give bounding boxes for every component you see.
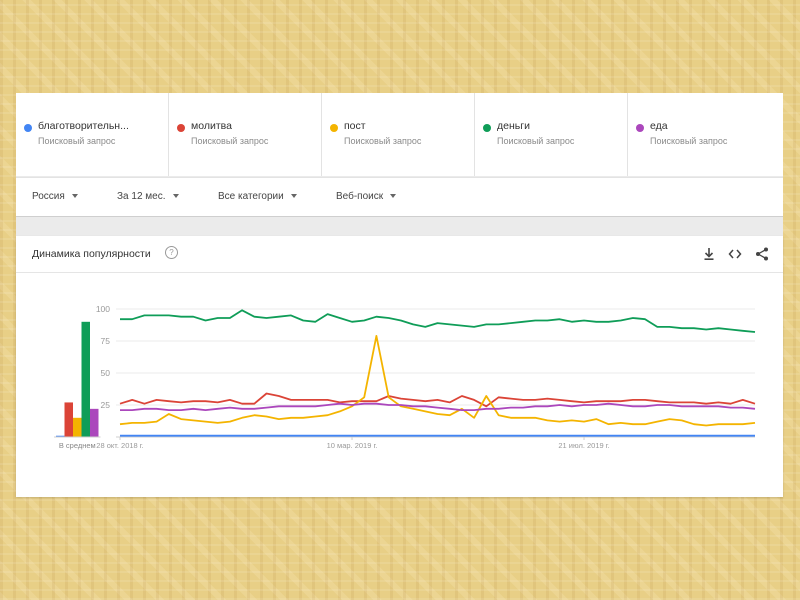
series-line[interactable] bbox=[120, 309, 756, 333]
term-chip-eda[interactable]: еда Поисковый запрос bbox=[628, 93, 781, 176]
chevron-down-icon bbox=[390, 194, 397, 199]
term-name: деньги bbox=[497, 120, 530, 132]
term-name: пост bbox=[344, 120, 366, 132]
card-title: Динамика популярности bbox=[32, 248, 151, 260]
term-chip-post[interactable]: пост Поисковый запрос bbox=[322, 93, 475, 176]
chart-grid: 25 50 75 100 bbox=[96, 304, 755, 438]
y-tick-label: 75 bbox=[101, 336, 111, 346]
series-line[interactable] bbox=[119, 335, 756, 427]
chevron-down-icon bbox=[172, 194, 179, 199]
chart-lines bbox=[119, 309, 756, 437]
term-color-dot bbox=[24, 124, 32, 132]
x-tick-label: 10 мар. 2019 г. bbox=[327, 441, 378, 450]
term-chip-blagotvoritelnost[interactable]: благотворительн... Поисковый запрос bbox=[16, 93, 169, 176]
average-bar bbox=[90, 408, 99, 437]
period-dropdown[interactable]: За 12 мес. bbox=[117, 191, 179, 202]
term-type: Поисковый запрос bbox=[38, 136, 116, 146]
term-color-dot bbox=[636, 124, 644, 132]
term-chip-dengi[interactable]: деньги Поисковый запрос bbox=[475, 93, 628, 176]
term-type: Поисковый запрос bbox=[344, 136, 422, 146]
term-name: еда bbox=[650, 120, 668, 132]
search-type-dropdown-label: Веб-поиск bbox=[336, 191, 384, 202]
term-type: Поисковый запрос bbox=[191, 136, 269, 146]
interest-chart: В среднем 25 50 75 100 28 окт. 2018 г. 10 ма… bbox=[54, 304, 756, 450]
average-label: В среднем bbox=[59, 441, 96, 450]
average-bars: В среднем bbox=[54, 321, 101, 450]
series-line[interactable] bbox=[119, 392, 756, 408]
term-color-dot bbox=[483, 124, 491, 132]
term-name: благотворительн... bbox=[38, 120, 129, 132]
term-chip-molitva[interactable]: молитва Поисковый запрос bbox=[169, 93, 322, 176]
y-tick-label: 100 bbox=[96, 304, 110, 314]
category-dropdown-label: Все категории bbox=[218, 191, 284, 202]
region-dropdown[interactable]: Россия bbox=[32, 191, 78, 202]
average-bar bbox=[64, 402, 73, 437]
y-tick-label: 50 bbox=[101, 368, 111, 378]
search-type-dropdown[interactable]: Веб-поиск bbox=[336, 191, 397, 202]
term-color-dot bbox=[330, 124, 338, 132]
interest-over-time-card: Динамика популярности ? В среднем 25 50 75… bbox=[16, 236, 783, 497]
search-terms-bar: благотворительн... Поисковый запрос моли… bbox=[16, 93, 783, 176]
embed-icon[interactable] bbox=[727, 246, 743, 262]
term-name: молитва bbox=[191, 120, 232, 132]
average-bar bbox=[81, 321, 90, 437]
series-line[interactable] bbox=[120, 402, 756, 412]
category-dropdown[interactable]: Все категории bbox=[218, 191, 297, 202]
region-dropdown-label: Россия bbox=[32, 191, 65, 202]
x-tick-label: 21 июл. 2019 г. bbox=[558, 441, 609, 450]
period-dropdown-label: За 12 мес. bbox=[117, 191, 166, 202]
chevron-down-icon bbox=[290, 194, 297, 199]
term-type: Поисковый запрос bbox=[650, 136, 728, 146]
term-type: Поисковый запрос bbox=[497, 136, 575, 146]
trends-panel: благотворительн... Поисковый запрос моли… bbox=[16, 93, 783, 497]
x-axis-ticks: 28 окт. 2018 г. 10 мар. 2019 г. 21 июл. 20… bbox=[96, 437, 610, 450]
average-bar bbox=[73, 417, 82, 437]
filters-bar: Россия За 12 мес. Все категории Веб-поис… bbox=[16, 177, 783, 217]
y-tick-label: 25 bbox=[101, 400, 111, 410]
card-header: Динамика популярности ? bbox=[16, 236, 783, 273]
download-icon[interactable] bbox=[701, 246, 717, 262]
help-icon[interactable]: ? bbox=[165, 246, 178, 259]
chevron-down-icon bbox=[71, 194, 78, 199]
x-tick-label: 28 окт. 2018 г. bbox=[96, 441, 143, 450]
average-bar bbox=[56, 435, 65, 437]
share-icon[interactable] bbox=[754, 246, 770, 262]
term-color-dot bbox=[177, 124, 185, 132]
